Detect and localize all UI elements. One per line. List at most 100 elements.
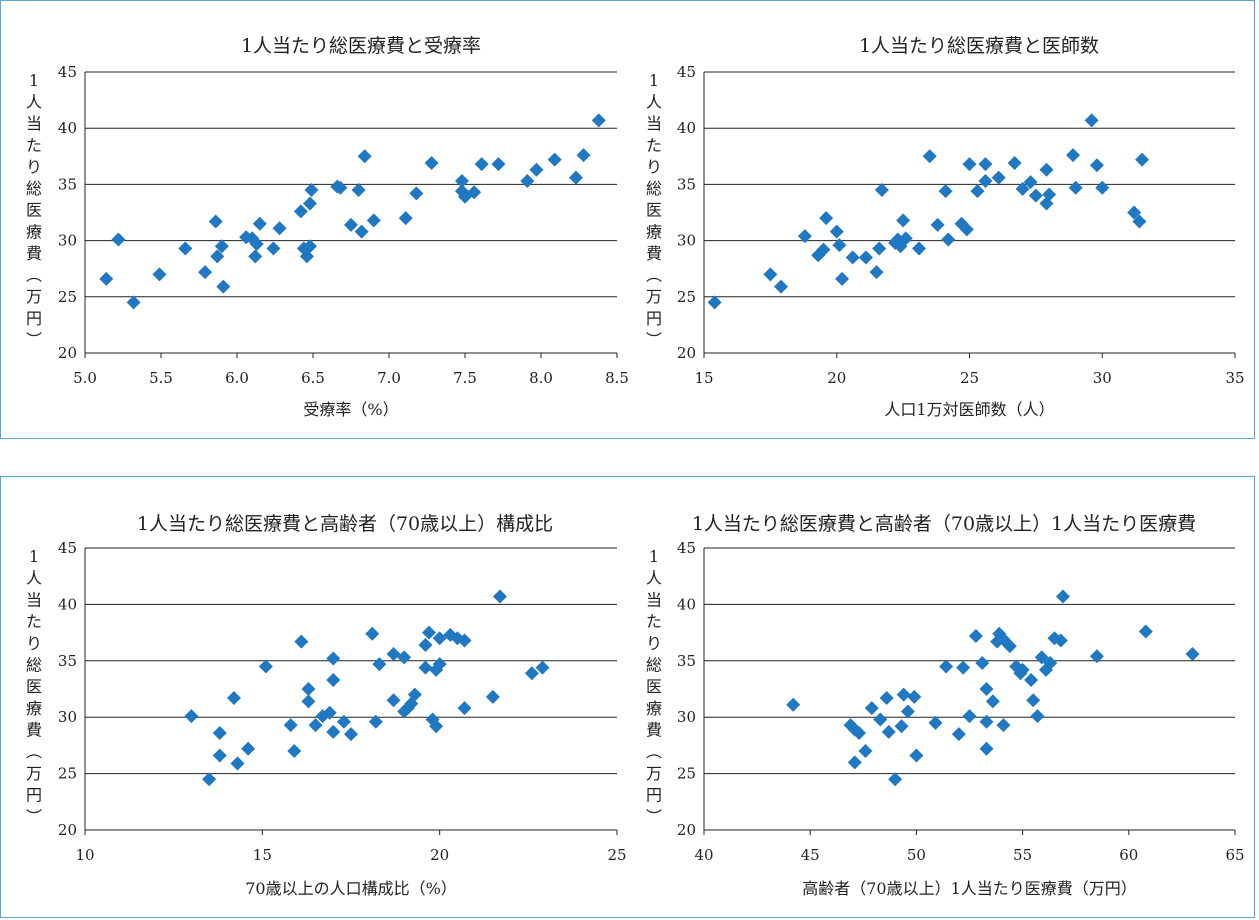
x-tick-label: 50 [907, 846, 926, 864]
data-point [226, 691, 241, 706]
data-point [1135, 152, 1150, 167]
x-tick-label: 65 [1225, 846, 1244, 864]
data-point [365, 626, 380, 641]
data-point [1089, 649, 1104, 664]
data-point [245, 231, 260, 246]
data-point [978, 157, 993, 172]
data-point [835, 271, 850, 286]
data-point [301, 694, 316, 709]
data-point [1055, 589, 1070, 604]
data-point [202, 772, 217, 787]
data-point [786, 697, 801, 712]
y-tick-label: 45 [677, 539, 696, 557]
data-point [214, 239, 229, 254]
data-point [386, 647, 401, 662]
data-point [457, 633, 472, 648]
data-point [304, 183, 319, 198]
data-point [210, 249, 225, 264]
y-tick-label: 45 [58, 539, 77, 557]
x-tick-label: 6.5 [301, 369, 325, 387]
data-point [858, 250, 873, 265]
data-point [978, 174, 993, 189]
chart-title: 1人当たり総医療費と高齢者（70歳以上）構成比 [137, 513, 553, 535]
data-point [492, 589, 507, 604]
data-point [99, 271, 114, 286]
x-tick-label: 35 [1225, 369, 1244, 387]
data-point [491, 157, 506, 172]
data-point [888, 772, 903, 787]
scatter-chart-3: 1人当たり総医療費と高齢者（70歳以上）構成比 20 25 30 35 40 45 10 15 2… [26, 513, 627, 898]
data-point [979, 714, 994, 729]
y-tick-label: 20 [677, 344, 696, 362]
data-point [1034, 650, 1049, 665]
data-point [568, 170, 583, 185]
data-point [894, 719, 909, 734]
data-point [1095, 180, 1110, 195]
x-tick-label: 25 [607, 846, 626, 864]
data-point [881, 724, 896, 739]
y-axis-title: 1 人当たり総医療費︵万円︶ [646, 547, 662, 826]
data-point [351, 183, 366, 198]
data-point [386, 693, 401, 708]
x-tick-label: 5.5 [149, 369, 173, 387]
data-point [912, 241, 927, 256]
data-point [354, 224, 369, 239]
data-point [184, 709, 199, 724]
data-point [212, 748, 227, 763]
data-point [773, 279, 788, 294]
data-point [357, 149, 372, 164]
scatter-chart-1: 1人当たり総医療費と受療率 20 25 30 35 40 45 5.0 5.5 6.0 6.5 7.0… [26, 35, 629, 419]
data-point [299, 249, 314, 264]
y-axis-title: 1 人当たり総医療費︵万円︶ [646, 71, 662, 349]
data-point [1015, 662, 1030, 677]
data-point [922, 149, 937, 164]
y-tick-label: 30 [58, 708, 77, 726]
y-tick-label: 30 [677, 708, 696, 726]
y-tick-label: 25 [58, 765, 77, 783]
data-point [287, 744, 302, 759]
data-point [424, 156, 439, 171]
data-point [302, 196, 317, 211]
scatter-chart-4: 1人当たり総医療費と高齢者（70歳以上）1人当たり医療費 20 25 30 35 40 45… [646, 513, 1245, 898]
data-point [1185, 647, 1200, 662]
data-point [372, 657, 387, 672]
data-point [928, 715, 943, 730]
data-point [864, 701, 879, 716]
data-point [474, 157, 489, 172]
data-point [968, 628, 983, 643]
data-point [909, 748, 924, 763]
y-tick-label: 40 [677, 595, 696, 613]
data-point [874, 183, 889, 198]
data-point [409, 186, 424, 201]
data-point [797, 229, 812, 244]
y-tick-label: 35 [677, 652, 696, 670]
x-tick-label: 8.5 [605, 369, 629, 387]
x-tick-label: 55 [1013, 846, 1032, 864]
data-point [896, 213, 911, 228]
y-tick-label: 35 [58, 175, 77, 193]
data-point [178, 241, 193, 256]
data-point [272, 221, 287, 236]
data-point [879, 691, 894, 706]
data-point [547, 152, 562, 167]
data-point [819, 211, 834, 226]
x-tick-label: 8.0 [529, 369, 553, 387]
data-point [467, 185, 482, 200]
data-point [869, 265, 884, 280]
y-tick-label: 20 [58, 821, 77, 839]
data-point [1053, 633, 1068, 648]
data-point [898, 231, 913, 246]
chart-title: 1人当たり総医療費と高齢者（70歳以上）1人当たり医療費 [692, 513, 1196, 535]
scatter-chart-2: 1人当たり総医療費と医師数 20 25 30 35 40 45 15 20 25 30 35 人口1万対… [646, 35, 1245, 419]
data-point [845, 250, 860, 265]
data-point [152, 267, 167, 282]
data-point [996, 718, 1011, 733]
data-point [1042, 187, 1057, 202]
data-point [344, 727, 358, 742]
data-point [1007, 156, 1022, 171]
data-point [941, 232, 956, 247]
x-tick-label: 5.0 [73, 369, 97, 387]
data-point [1023, 175, 1038, 190]
data-point [1084, 113, 1099, 128]
data-point [308, 718, 323, 733]
